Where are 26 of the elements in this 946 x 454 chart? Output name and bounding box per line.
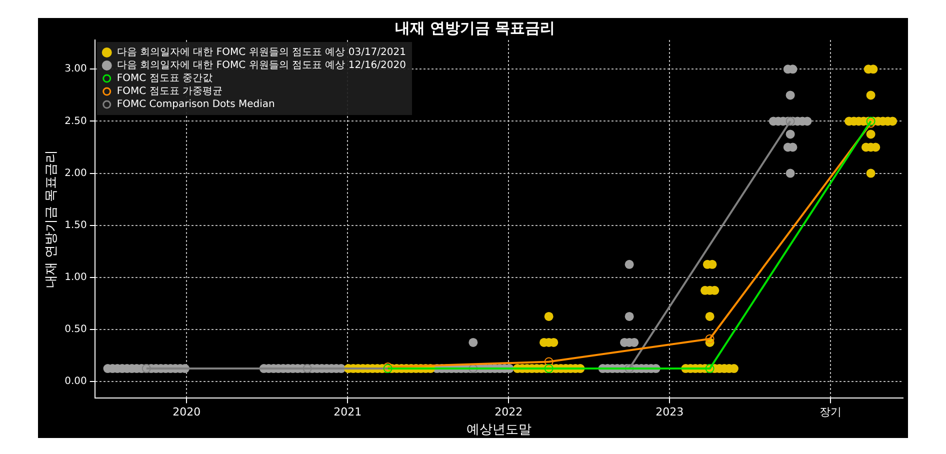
y-tick-label: 3.00 [64, 64, 87, 75]
point [786, 116, 795, 126]
x-tick-label: 2023 [656, 406, 684, 419]
point [468, 364, 478, 374]
point [544, 357, 554, 366]
y-tick-label: 1.00 [64, 272, 87, 284]
x-axis-title: 예상년도말 [466, 422, 532, 438]
y-tick-label: 0.50 [64, 324, 87, 336]
y-tick-label: 2.50 [64, 116, 87, 127]
y-tick-label: 0.00 [64, 376, 87, 388]
point [624, 364, 634, 374]
legend-label: FOMC Comparison Dots Median [116, 99, 275, 110]
legend-label: FOMC 점도표 중간값 [116, 73, 212, 84]
y-tick-label: 1.50 [64, 220, 87, 231]
chart-title: 내재 연방기금 목표금리 [394, 18, 556, 37]
point [544, 364, 554, 374]
x-tick-label: 2020 [172, 406, 201, 419]
x-tick-label: 2021 [334, 406, 362, 419]
point [705, 334, 714, 344]
y-axis-title: 내재 연방기금 목표금리 [44, 150, 60, 288]
y-tick-label: 2.00 [64, 168, 87, 179]
legend-label: FOMC 점도표 가중평균 [116, 86, 222, 98]
legend-label: 다음 회의일자에 대한 FOMC 위원들의 점도표 예상 03/17/2021 [116, 47, 406, 58]
x-tick-label: 장기 [820, 406, 842, 419]
legend-label: 다음 회의일자에 대한 FOMC 위원들의 점도표 예상 12/16/2020 [116, 60, 406, 72]
x-tick-label: 2022 [494, 406, 523, 419]
